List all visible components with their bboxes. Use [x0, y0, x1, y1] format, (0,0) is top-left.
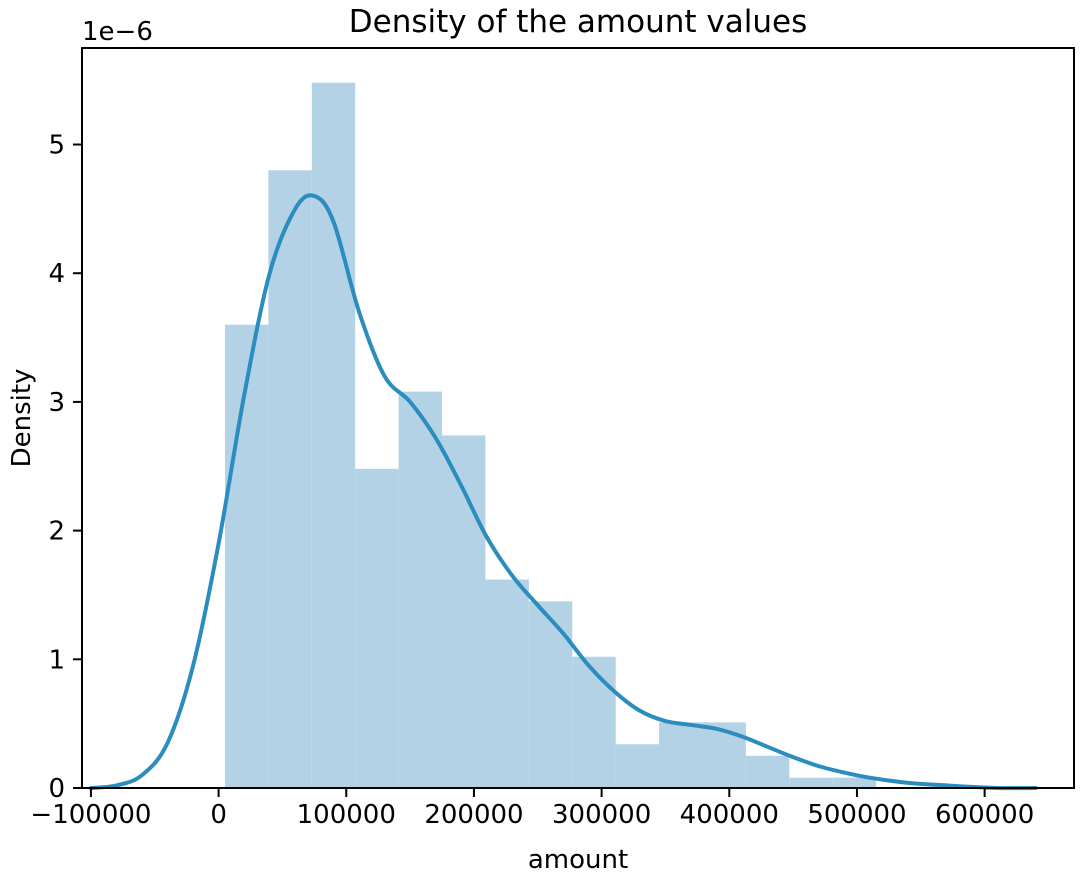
y-tick-label-4: 4: [48, 259, 65, 289]
kde-line: [88, 193, 1038, 791]
x-tick-label-1: 0: [210, 800, 227, 830]
x-tick-label-2: 100000: [297, 800, 396, 830]
histogram-bar-1: [268, 170, 312, 788]
y-axis-label: Density: [7, 369, 37, 468]
y-tick-label-1: 1: [48, 645, 65, 675]
y-tick-label-2: 2: [48, 517, 65, 547]
x-tick-label-3: 200000: [424, 800, 523, 830]
histogram-bar-14: [832, 777, 877, 788]
histogram-bar-12: [745, 755, 790, 788]
y-tick-label-0: 0: [48, 774, 65, 804]
y-tick-label-3: 3: [48, 388, 65, 418]
y-axis-ticks: 0 1 2 3 4 5: [48, 131, 82, 804]
y-offset-label: 1e−6: [82, 17, 153, 47]
histogram-bar-7: [528, 601, 573, 788]
histogram-bar-9: [615, 744, 660, 788]
x-tick-label-7: 600000: [935, 800, 1034, 830]
histogram-bar-4: [398, 391, 443, 788]
x-tick-label-5: 400000: [680, 800, 779, 830]
x-axis-label: amount: [528, 845, 628, 875]
histogram-bar-3: [355, 468, 399, 788]
histogram-bar-6: [485, 579, 529, 788]
x-tick-label-6: 500000: [807, 800, 906, 830]
y-tick-label-5: 5: [48, 131, 65, 161]
histogram-bars: [224, 82, 877, 789]
histogram-bar-0: [224, 324, 269, 788]
histogram-bar-2: [311, 82, 356, 789]
histogram-bar-10: [659, 722, 703, 788]
x-tick-label-4: 300000: [552, 800, 651, 830]
x-tick-label-0: −100000: [30, 800, 151, 830]
histogram-bar-13: [789, 777, 833, 788]
plot-frame: [81, 47, 1075, 789]
chart-title: Density of the amount values: [349, 4, 807, 40]
x-axis-ticks: −100000 0 100000 200000 300000 400000 500000 60…: [30, 788, 1034, 830]
histogram-bar-8: [572, 656, 616, 788]
